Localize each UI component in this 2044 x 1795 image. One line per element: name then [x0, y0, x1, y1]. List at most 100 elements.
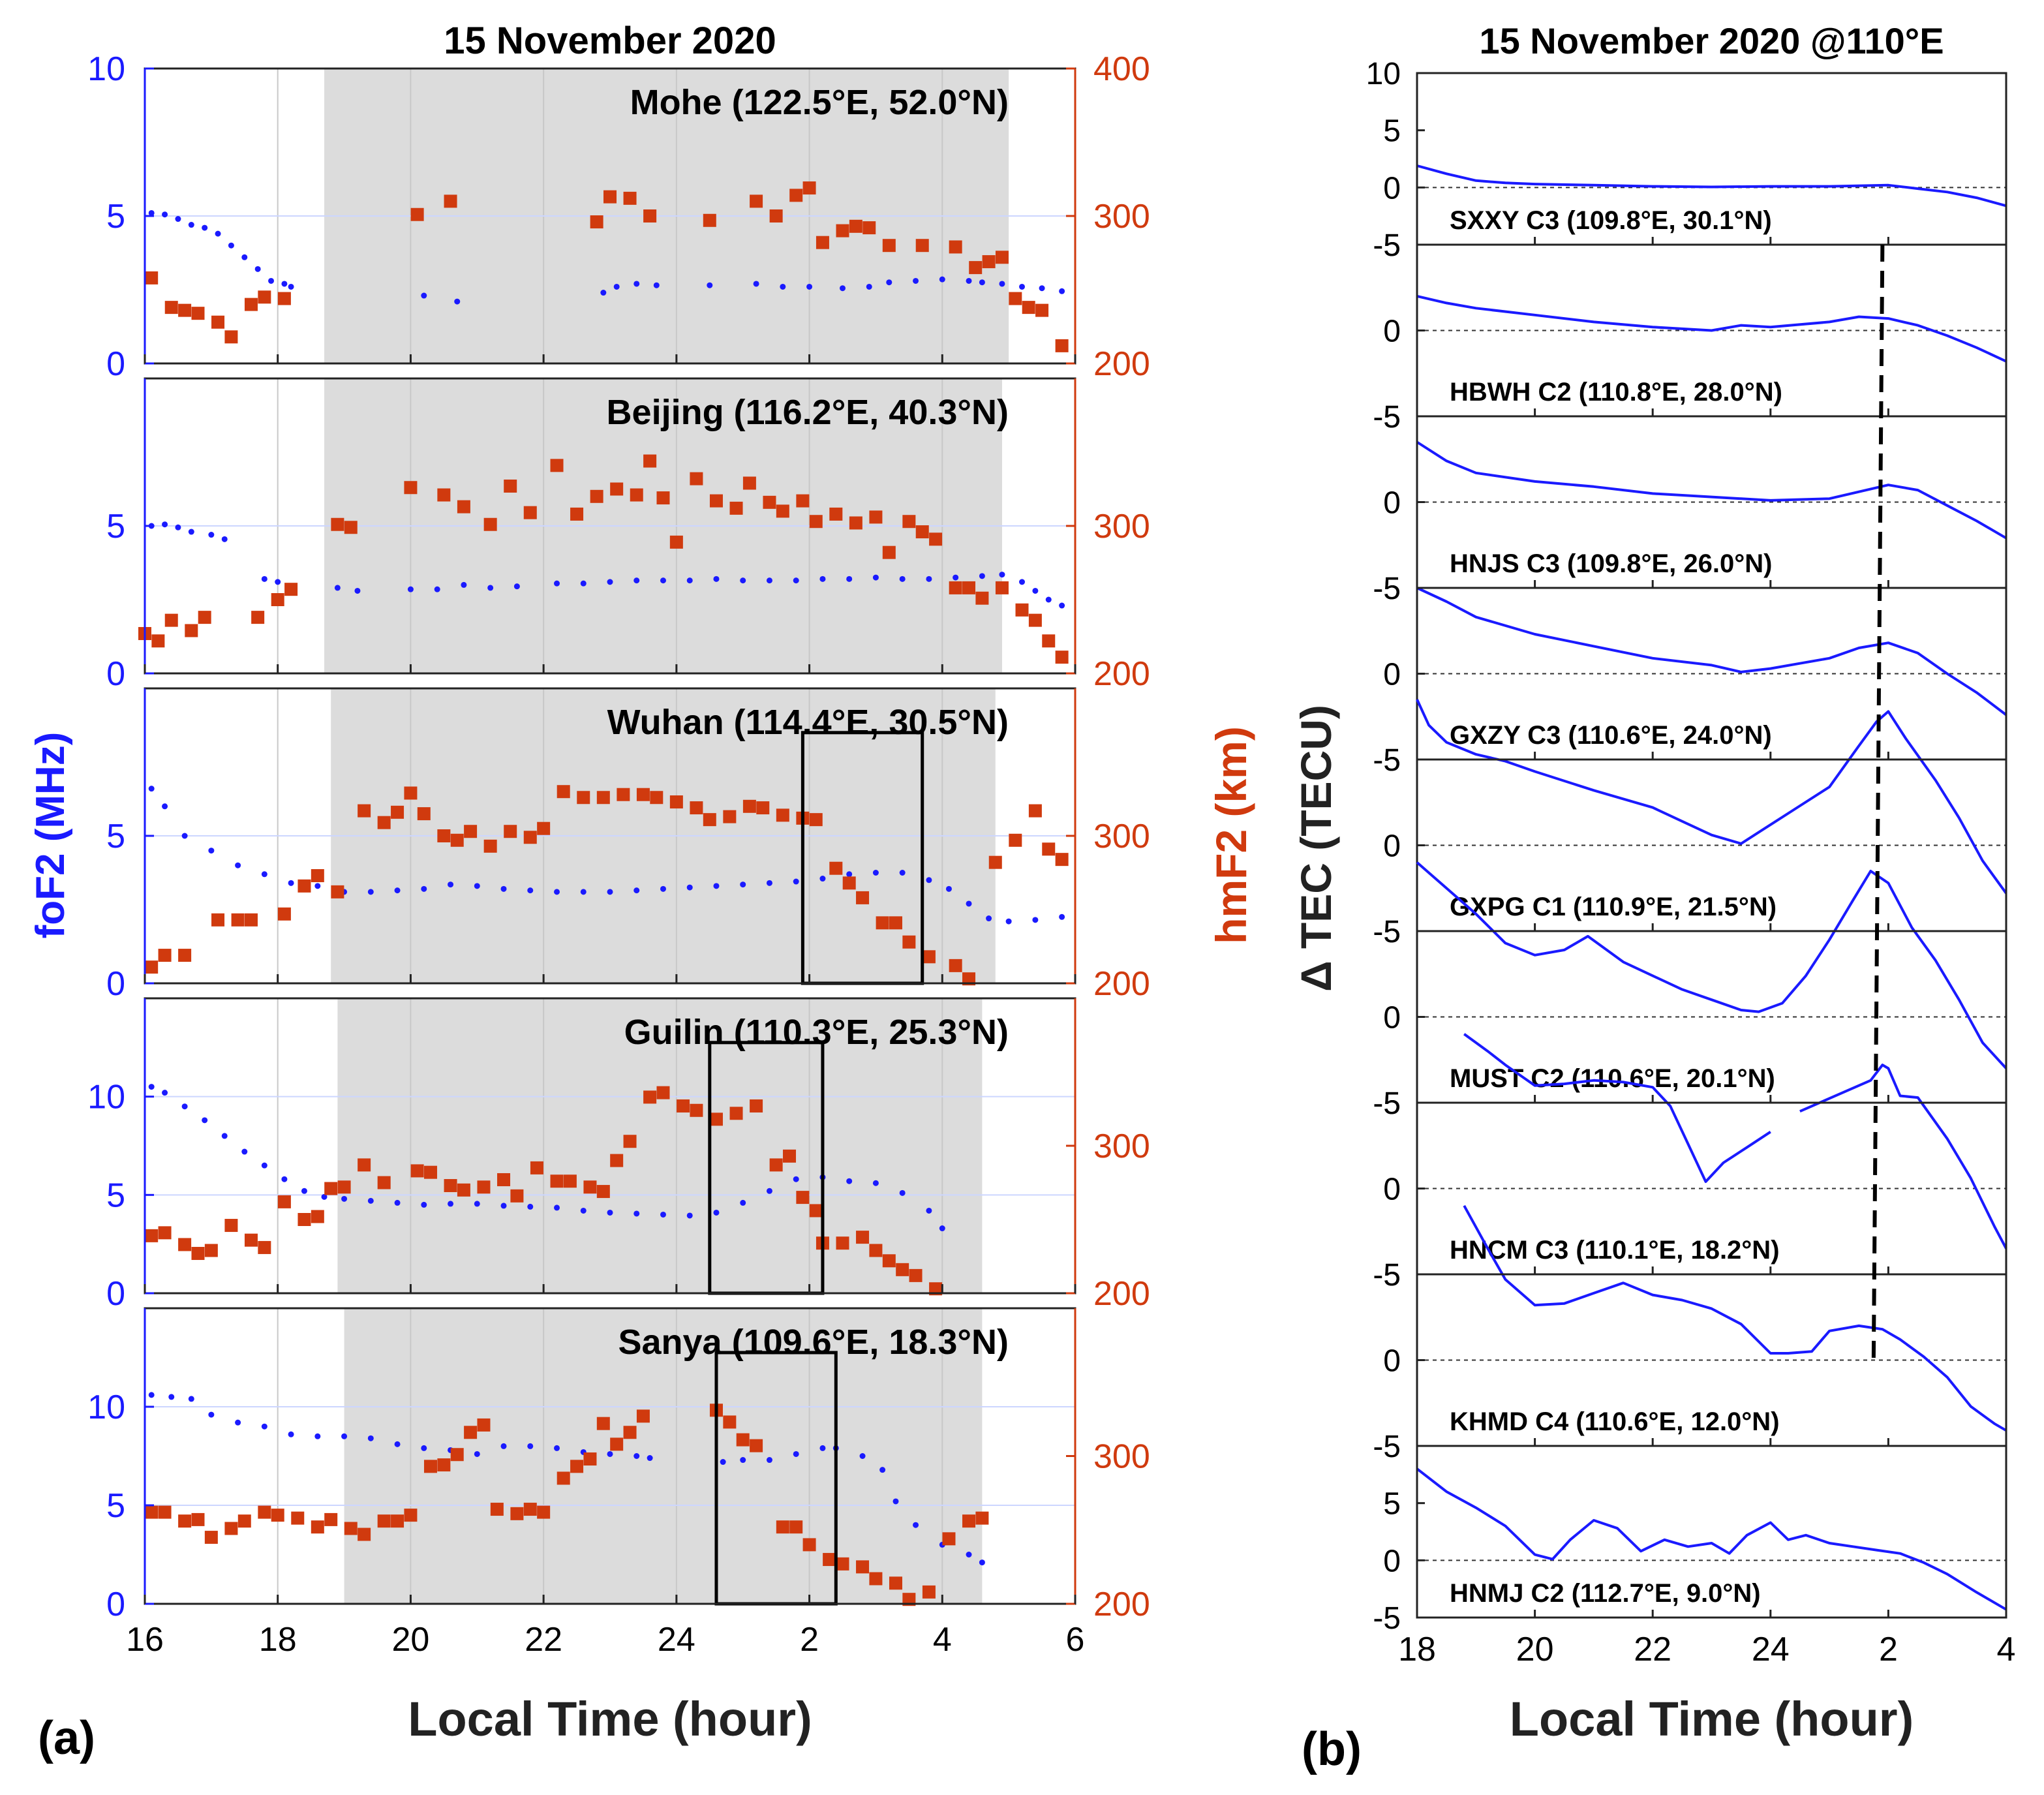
hmf2-point — [145, 1505, 159, 1519]
fof2-point — [1059, 602, 1065, 609]
hmf2-point — [975, 1511, 989, 1525]
fof2-point — [175, 216, 181, 222]
hmf2-point — [557, 785, 570, 799]
hmf2-point — [324, 1512, 338, 1526]
fof2-point — [1059, 288, 1065, 294]
fof2-point — [999, 572, 1005, 578]
fof2-point — [1032, 587, 1039, 594]
hmf2-point — [823, 1553, 836, 1567]
hmf2-point — [636, 788, 650, 801]
hmf2-point — [477, 1418, 491, 1432]
station-label: SXXY C3 (109.8°E, 30.1°N) — [1450, 206, 1772, 235]
hmf2-point — [577, 791, 590, 805]
x-tick-label: 18 — [1398, 1631, 1436, 1668]
hmf2-point — [869, 510, 883, 524]
fof2-point — [926, 1207, 932, 1214]
hmf2-point — [896, 1263, 909, 1276]
x-tick-label: 22 — [525, 1621, 562, 1659]
x-tick-label: 4 — [933, 1621, 952, 1659]
left-tick-label: 0 — [106, 345, 125, 383]
hmf2-point — [158, 1505, 172, 1519]
hmf2-point — [231, 913, 245, 927]
hmf2-point — [856, 1231, 870, 1244]
fof2-point — [421, 292, 427, 299]
hmf2-point — [417, 807, 431, 821]
hmf2-point — [145, 1229, 159, 1242]
hmf2-point — [776, 808, 789, 822]
hmf2-point — [723, 810, 737, 823]
hmf2-point — [829, 507, 843, 521]
fof2-point — [999, 281, 1005, 287]
station-subplot-1: 0 5 200 300 Beijing (116.2°E, 40.3°N) — [106, 377, 1150, 693]
fof2-point — [926, 877, 932, 883]
right-tick-label: 300 — [1093, 198, 1150, 236]
hmf2-point — [643, 209, 657, 222]
fof2-point — [872, 1180, 879, 1186]
station-label: Guilin (110.3°E, 25.3°N) — [624, 1013, 1009, 1052]
left-tick-label: 5 — [106, 818, 125, 855]
fof2-point — [261, 1423, 267, 1430]
fof2-point — [367, 889, 374, 895]
hmf2-point — [809, 515, 823, 529]
hmf2-point — [669, 535, 683, 549]
fof2-point — [686, 1212, 693, 1219]
fof2-point — [1019, 579, 1026, 585]
y-tick-label: -5 — [1373, 572, 1401, 606]
fof2-point — [162, 211, 168, 218]
fof2-point — [899, 1189, 906, 1196]
fof2-point — [707, 282, 713, 288]
fof2-point — [1059, 913, 1065, 920]
fof2-point — [554, 1445, 560, 1451]
hmf2-point — [915, 525, 929, 539]
station-label: Wuhan (114.4°E, 30.5°N) — [607, 703, 1009, 742]
hmf2-point — [344, 521, 358, 534]
fof2-point — [421, 1445, 427, 1451]
hmf2-point — [742, 799, 756, 813]
fof2-point — [966, 1552, 972, 1557]
station-subplot-0: 0 5 10 200 300 400 Mohe (122.5°E, 52.0°N) — [87, 50, 1150, 383]
hmf2-point — [537, 1505, 551, 1519]
hmf2-point — [331, 517, 344, 531]
hmf2-point — [297, 1213, 311, 1226]
hmf2-point — [750, 1439, 763, 1452]
hmf2-point — [490, 1503, 504, 1516]
hmf2-point — [769, 1158, 783, 1172]
fof2-point — [148, 209, 155, 216]
hmf2-point — [151, 634, 165, 648]
hmf2-point — [995, 251, 1009, 264]
y-tick-label: 0 — [1383, 1344, 1401, 1379]
hmf2-point — [523, 831, 537, 844]
y-tick-label: 0 — [1383, 171, 1401, 206]
station-subplot-2: 0 5 200 300 Wuhan (114.4°E, 30.5°N) — [106, 687, 1150, 1003]
fof2-point — [208, 848, 215, 854]
fof2-point — [261, 575, 267, 582]
fof2-point — [713, 575, 720, 582]
hmf2-point — [869, 1244, 883, 1257]
hmf2-point — [450, 1448, 464, 1462]
fof2-point — [766, 577, 772, 584]
hmf2-point — [1028, 613, 1042, 627]
station-label: Beijing (116.2°E, 40.3°N) — [607, 393, 1009, 432]
x-axis-label: Local Time (hour) — [408, 1692, 812, 1746]
fof2-point — [407, 586, 414, 592]
fof2-point — [221, 1133, 228, 1139]
hmf2-point — [510, 1189, 524, 1203]
hmf2-point — [842, 876, 856, 890]
hmf2-point — [1055, 339, 1069, 352]
right-tick-label: 200 — [1093, 345, 1150, 383]
hmf2-point — [590, 489, 603, 503]
hmf2-point — [437, 488, 451, 502]
fof2-point — [314, 1433, 321, 1439]
fof2-point — [288, 1431, 294, 1437]
fof2-point — [474, 883, 480, 889]
fof2-point — [341, 1433, 348, 1439]
right-tick-label: 200 — [1093, 655, 1150, 693]
fof2-point — [872, 574, 879, 581]
hmf2-point — [550, 459, 564, 472]
hmf2-point — [358, 1158, 371, 1172]
fof2-point — [235, 862, 241, 868]
hmf2-point — [796, 494, 810, 508]
hmf2-point — [211, 913, 225, 927]
fof2-point — [474, 1201, 480, 1207]
hmf2-point — [882, 1254, 896, 1268]
